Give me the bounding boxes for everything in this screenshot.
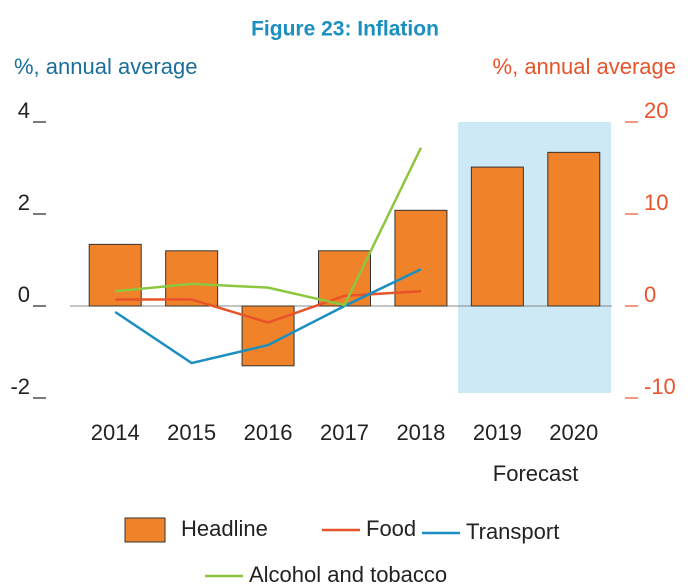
x-tick-label: 2018 bbox=[396, 420, 445, 445]
x-tick-label: 2020 bbox=[549, 420, 598, 445]
forecast-label: Forecast bbox=[493, 461, 579, 486]
legend-label: Alcohol and tobacco bbox=[249, 562, 447, 584]
y-tick-label: -2 bbox=[10, 374, 30, 399]
y-tick-label: 0 bbox=[18, 282, 30, 307]
y2-tick-label: 0 bbox=[644, 282, 656, 307]
x-tick-label: 2015 bbox=[167, 420, 216, 445]
x-tick-label: 2019 bbox=[473, 420, 522, 445]
y-tick-label: 4 bbox=[18, 98, 30, 123]
bar bbox=[88, 243, 142, 307]
legend-label: Transport bbox=[466, 519, 559, 544]
bar bbox=[165, 250, 219, 307]
y2-tick-label: -10 bbox=[644, 374, 676, 399]
y-tick-label: 2 bbox=[18, 190, 30, 215]
x-tick-label: 2014 bbox=[91, 420, 140, 445]
y2-tick-label: 20 bbox=[644, 98, 668, 123]
y2-tick-label: 10 bbox=[644, 190, 668, 215]
x-tick-label: 2017 bbox=[320, 420, 369, 445]
bar bbox=[394, 209, 448, 307]
x-tick-label: 2016 bbox=[244, 420, 293, 445]
y2-axis-label: %, annual average bbox=[493, 54, 676, 79]
line bbox=[114, 268, 422, 365]
line bbox=[115, 147, 423, 307]
bar bbox=[470, 166, 524, 307]
chart-title: Figure 23: Inflation bbox=[251, 18, 439, 41]
legend-swatch bbox=[124, 517, 166, 543]
legend-label: Headline bbox=[181, 516, 268, 541]
y-axis-label: %, annual average bbox=[14, 54, 197, 79]
legend-label: Food bbox=[366, 516, 416, 541]
bar bbox=[547, 151, 601, 307]
